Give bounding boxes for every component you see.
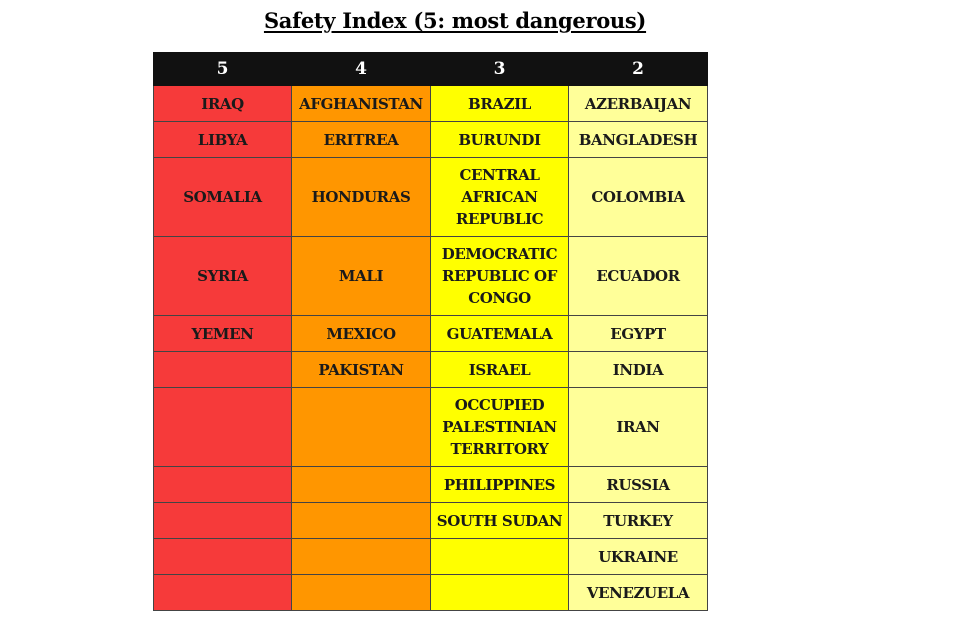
table-cell (153, 574, 292, 611)
table-cell: MEXICO (291, 315, 431, 352)
table-cell: AZERBAIJAN (568, 85, 708, 122)
table-row: OCCUPIED PALESTINIAN TERRITORY IRAN (153, 387, 708, 467)
table-row: YEMEN MEXICO GUATEMALA EGYPT (153, 315, 708, 352)
table-cell: AFGHANISTAN (291, 85, 431, 122)
table-cell: PAKISTAN (291, 351, 431, 388)
table-cell: SOUTH SUDAN (430, 502, 569, 539)
header-level-5: 5 (153, 52, 292, 86)
table-cell (291, 387, 431, 467)
table-cell: GUATEMALA (430, 315, 569, 352)
table-cell: CENTRAL AFRICAN REPUBLIC (430, 157, 569, 237)
table-cell (291, 502, 431, 539)
table-cell: ECUADOR (568, 236, 708, 316)
table-cell: VENEZUELA (568, 574, 708, 611)
table-row: SYRIA MALI DEMOCRATIC REPUBLIC OF CONGO … (153, 236, 708, 316)
table-cell: OCCUPIED PALESTINIAN TERRITORY (430, 387, 569, 467)
table-cell (430, 538, 569, 575)
table-row: SOUTH SUDAN TURKEY (153, 502, 708, 539)
table-cell: ERITREA (291, 121, 431, 158)
table-cell (153, 538, 292, 575)
table-cell (291, 538, 431, 575)
table-cell: YEMEN (153, 315, 292, 352)
table-cell: SYRIA (153, 236, 292, 316)
table-cell: DEMOCRATIC REPUBLIC OF CONGO (430, 236, 569, 316)
table-row: UKRAINE (153, 538, 708, 575)
header-level-3: 3 (430, 52, 569, 86)
safety-index-table: 5 4 3 2 IRAQ AFGHANISTAN BRAZIL AZERBAIJ… (153, 52, 708, 611)
table-cell: UKRAINE (568, 538, 708, 575)
table-cell (153, 466, 292, 503)
table-cell: MALI (291, 236, 431, 316)
table-cell: ISRAEL (430, 351, 569, 388)
table-cell: IRAQ (153, 85, 292, 122)
table-cell: BURUNDI (430, 121, 569, 158)
table-cell (291, 574, 431, 611)
header-row: 5 4 3 2 (153, 52, 708, 86)
table-cell: HONDURAS (291, 157, 431, 237)
table-cell: BRAZIL (430, 85, 569, 122)
table-cell (291, 466, 431, 503)
table-cell: TURKEY (568, 502, 708, 539)
header-level-4: 4 (291, 52, 431, 86)
table-cell: INDIA (568, 351, 708, 388)
table-cell: RUSSIA (568, 466, 708, 503)
table-row: VENEZUELA (153, 574, 708, 611)
table-row: IRAQ AFGHANISTAN BRAZIL AZERBAIJAN (153, 85, 708, 122)
table-cell: LIBYA (153, 121, 292, 158)
table-cell: COLOMBIA (568, 157, 708, 237)
table-row: PAKISTAN ISRAEL INDIA (153, 351, 708, 388)
header-level-2: 2 (568, 52, 708, 86)
table-cell: BANGLADESH (568, 121, 708, 158)
table-cell (153, 351, 292, 388)
table-cell (153, 387, 292, 467)
table-row: LIBYA ERITREA BURUNDI BANGLADESH (153, 121, 708, 158)
table-cell (153, 502, 292, 539)
table-cell: PHILIPPINES (430, 466, 569, 503)
table-row: PHILIPPINES RUSSIA (153, 466, 708, 503)
table-cell: SOMALIA (153, 157, 292, 237)
table-row: SOMALIA HONDURAS CENTRAL AFRICAN REPUBLI… (153, 157, 708, 237)
page-title: Safety Index (5: most dangerous) (263, 8, 647, 33)
table-cell: EGYPT (568, 315, 708, 352)
table-cell: IRAN (568, 387, 708, 467)
table-cell (430, 574, 569, 611)
